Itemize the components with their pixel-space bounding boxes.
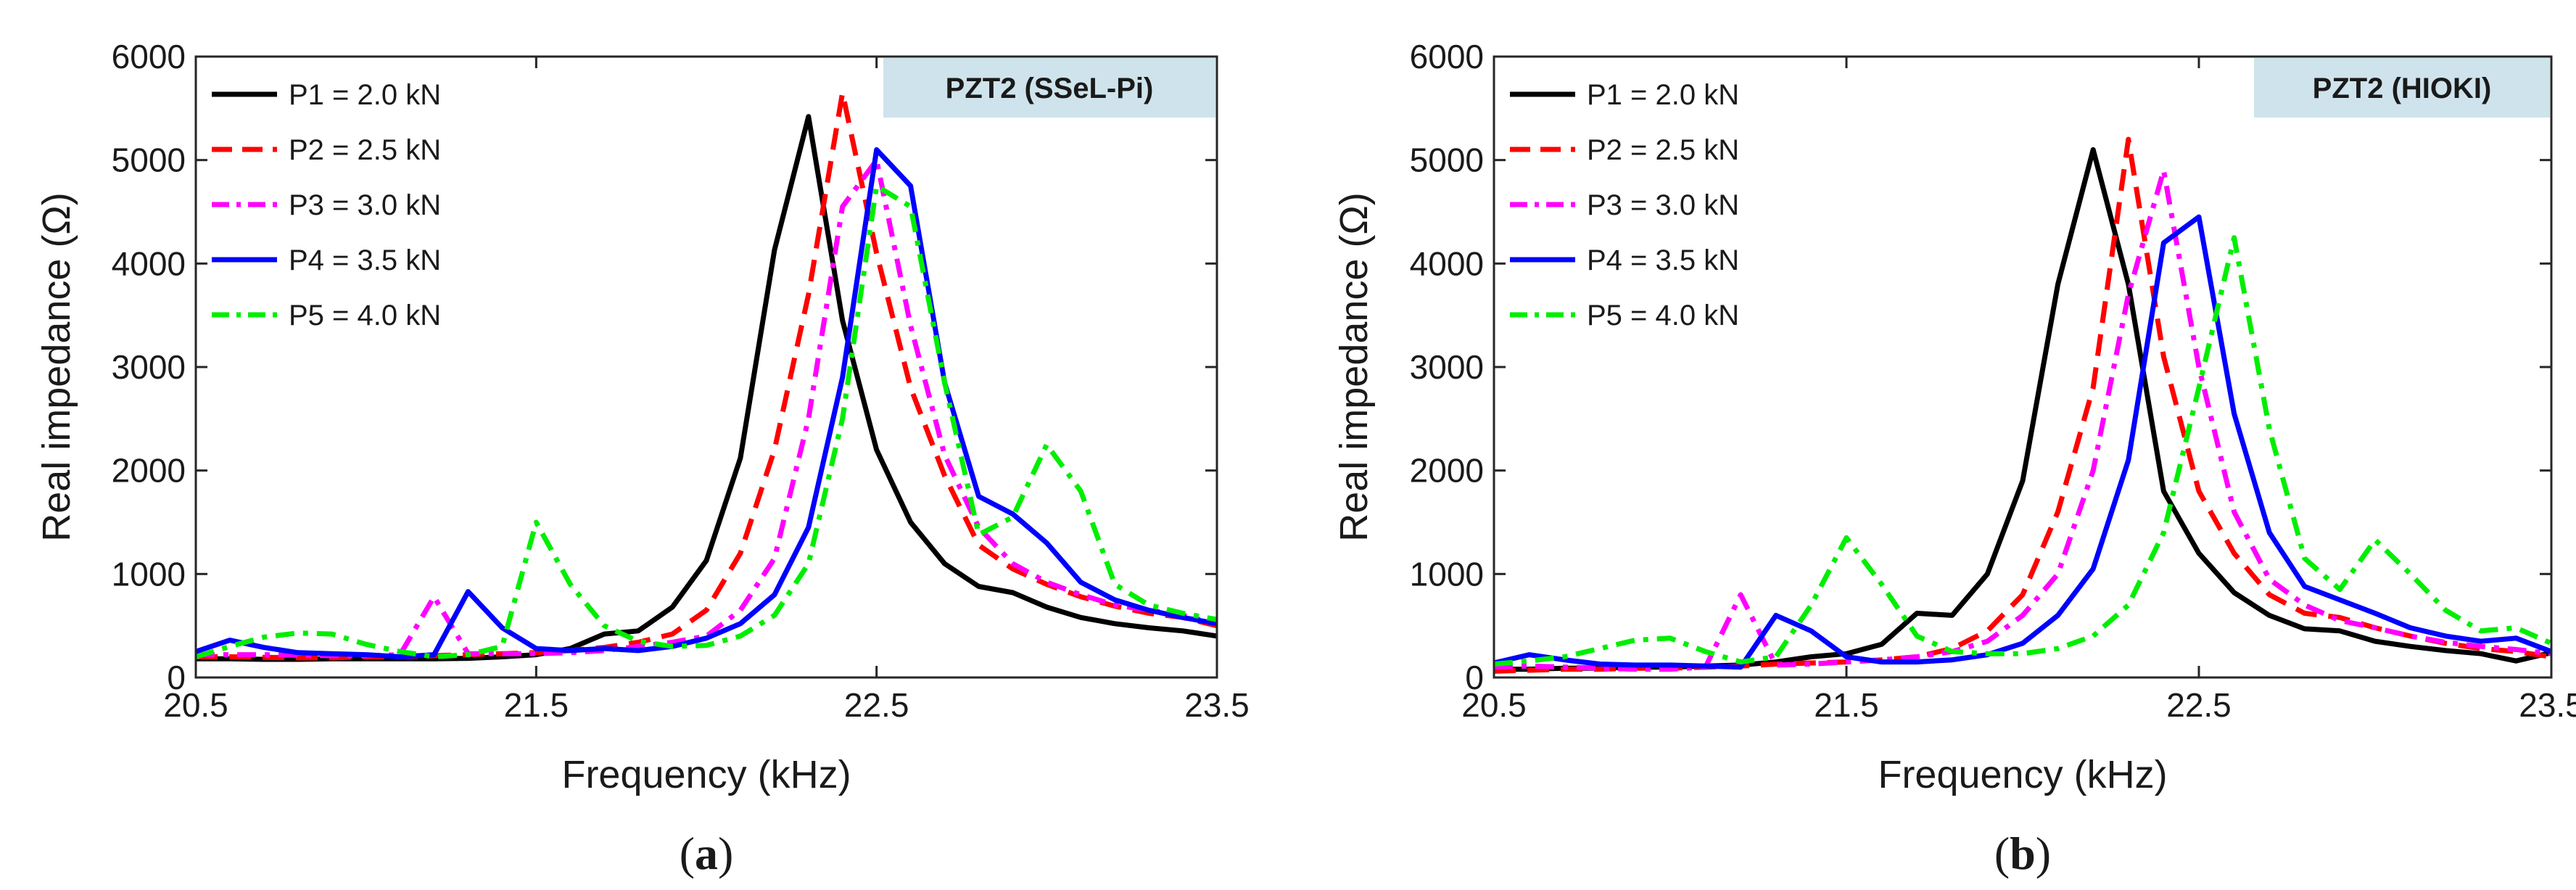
series-layer: [1494, 136, 2551, 674]
y-tick-label: 6000: [112, 38, 186, 75]
tick-layer: 0 1000 2000 3000 4000 5000 6000 20.5 21.5 22.5 23.…: [112, 38, 1250, 724]
x-tick-label: 21.5: [504, 686, 569, 724]
chart-panel-b: 0 1000 2000 3000 4000 5000 6000 20.5 21.5 22.5 23.…: [1332, 38, 2576, 879]
legend-label-p3: P3 = 3.0 kN: [1587, 189, 1739, 221]
tick-layer: 0 1000 2000 3000 4000 5000 6000 20.5 21.5 22.5 23.…: [1410, 38, 2576, 724]
instrument-badge: PZT2 (SSeL-Pi): [946, 73, 1154, 104]
y-tick-label: 2000: [112, 452, 186, 490]
panel-caption: (b): [1994, 828, 2051, 879]
series-layer: [196, 90, 1217, 662]
legend: P1 = 2.0 kN P2 = 2.5 kN P3 = 3.0 kN P4 =…: [212, 79, 441, 331]
legend-label-p4: P4 = 3.5 kN: [1587, 244, 1739, 276]
y-tick-label: 4000: [1410, 244, 1484, 282]
y-tick-label: 1000: [112, 555, 186, 593]
legend: P1 = 2.0 kN P2 = 2.5 kN P3 = 3.0 kN P4 =…: [1510, 79, 1739, 331]
y-tick-label: 5000: [112, 141, 186, 179]
series-line-p2: [196, 90, 1217, 661]
x-tick-label: 20.5: [1461, 686, 1527, 724]
y-tick-label: 0: [167, 659, 186, 696]
x-axis-label: Frequency (kHz): [561, 753, 851, 796]
chart-panel-a: 0 1000 2000 3000 4000 5000 6000 20.5 21.5 22.5 23.…: [35, 38, 1250, 879]
series-line-p5: [1494, 235, 2551, 667]
instrument-badge-bg: [2254, 58, 2550, 118]
instrument-badge-bg: [883, 58, 1215, 118]
series-line-p5: [196, 183, 1217, 659]
legend-label-p4: P4 = 3.5 kN: [289, 244, 441, 276]
legend-label-p5: P5 = 4.0 kN: [1587, 300, 1739, 331]
y-tick-label: 0: [1465, 659, 1484, 696]
series-line-p3: [1494, 168, 2551, 672]
series-line-p4: [1494, 214, 2551, 670]
legend-label-p3: P3 = 3.0 kN: [289, 189, 441, 221]
x-tick-label: 23.5: [2519, 686, 2576, 724]
instrument-badge: PZT2 (HIOKI): [2313, 73, 2492, 104]
y-tick-label: 5000: [1410, 141, 1484, 179]
y-tick-label: 3000: [112, 348, 186, 386]
x-axis-label: Frequency (kHz): [1878, 753, 2167, 796]
x-tick-label: 22.5: [844, 686, 909, 724]
plot-area-frame: [194, 55, 1218, 679]
y-tick-label: 6000: [1410, 38, 1484, 75]
legend-label-p5: P5 = 4.0 kN: [289, 300, 441, 331]
series-line-p3: [196, 157, 1217, 659]
x-tick-label: 23.5: [1184, 686, 1250, 724]
y-tick-label: 1000: [1410, 555, 1484, 593]
x-tick-label: 22.5: [2166, 686, 2232, 724]
y-tick-label: 3000: [1410, 348, 1484, 386]
legend-label-p2: P2 = 2.5 kN: [289, 134, 441, 166]
y-axis-label: Real impedance (Ω): [35, 192, 78, 542]
legend-label-p1: P1 = 2.0 kN: [289, 79, 441, 111]
x-tick-label: 20.5: [163, 686, 228, 724]
plot-area-frame: [1493, 55, 2553, 679]
legend-label-p2: P2 = 2.5 kN: [1587, 134, 1739, 166]
series-line-p4: [196, 147, 1217, 659]
x-tick-label: 21.5: [1814, 686, 1879, 724]
y-tick-label: 4000: [112, 244, 186, 282]
legend-label-p1: P1 = 2.0 kN: [1587, 79, 1739, 111]
panel-caption: (a): [680, 828, 734, 879]
y-axis-label: Real impedance (Ω): [1332, 192, 1376, 542]
y-tick-label: 2000: [1410, 452, 1484, 490]
